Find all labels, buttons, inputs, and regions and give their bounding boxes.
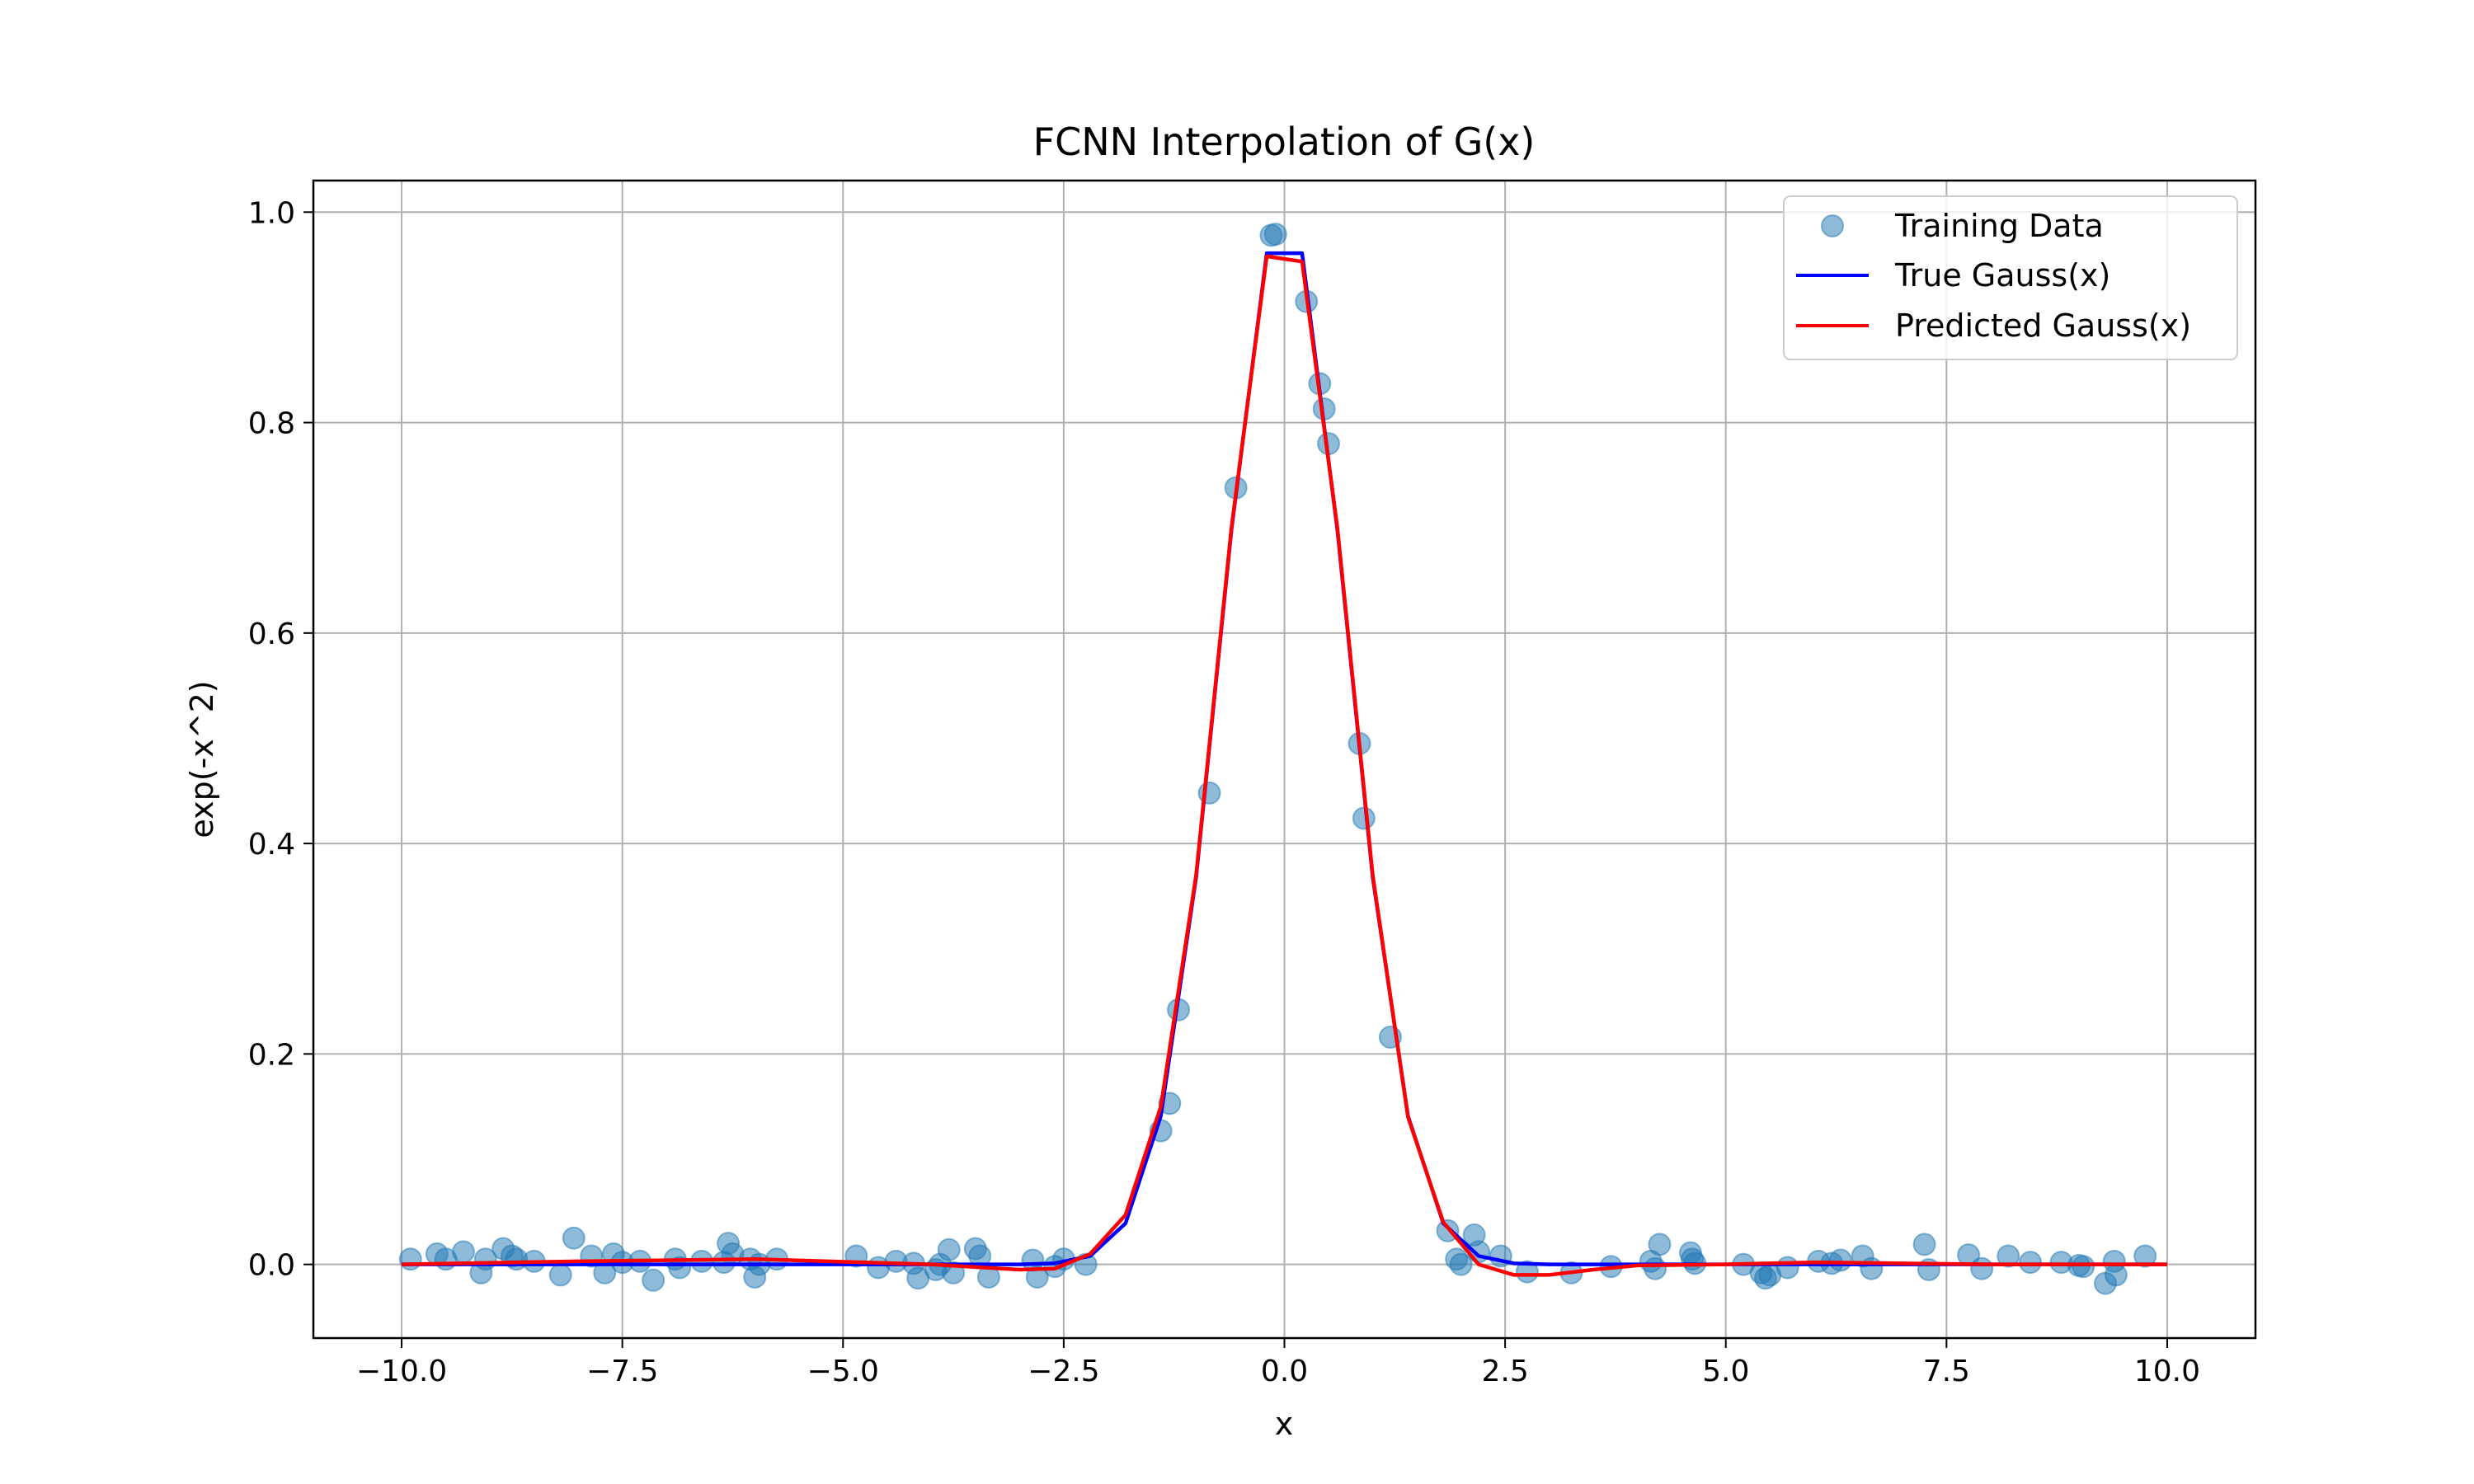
x-tick-label: −10.0 xyxy=(356,1355,447,1388)
predicted-gauss-line xyxy=(402,254,2167,1277)
plot-series xyxy=(398,223,2167,1295)
x-tick-label: 2.5 xyxy=(1481,1355,1528,1388)
y-tick-label: 0.4 xyxy=(248,828,295,862)
training-data-point xyxy=(1644,1256,1667,1280)
y-axis-label: exp(-x^2) xyxy=(184,680,220,838)
training-data-point xyxy=(2072,1255,2095,1279)
training-data-point xyxy=(1912,1233,1936,1256)
training-data-point xyxy=(1025,1265,1049,1289)
x-tick-label: 5.0 xyxy=(1702,1355,1749,1388)
x-tick-label: −5.0 xyxy=(807,1355,879,1388)
training-data-point xyxy=(1776,1256,1799,1280)
training-data-point xyxy=(1970,1256,1994,1280)
training-data-point xyxy=(642,1268,666,1292)
y-tick-label: 1.0 xyxy=(248,196,295,230)
training-data-point xyxy=(1648,1233,1672,1256)
x-tick-label: 7.5 xyxy=(1923,1355,1970,1388)
training-data-point xyxy=(1997,1244,2020,1268)
training-data-point xyxy=(1515,1260,1539,1284)
training-data-point xyxy=(937,1237,961,1261)
legend-label-training-data: Training Data xyxy=(1894,208,2104,244)
chart-title: FCNN Interpolation of G(x) xyxy=(1033,120,1536,164)
x-tick-label: −2.5 xyxy=(1028,1355,1099,1388)
y-tick-label: 0.0 xyxy=(248,1249,295,1283)
true-gauss-line xyxy=(402,251,2167,1266)
y-tick-label: 0.2 xyxy=(248,1038,295,1072)
training-data-point xyxy=(1352,806,1376,830)
training-data-point xyxy=(668,1256,692,1280)
x-tick-label: −7.5 xyxy=(586,1355,658,1388)
training-data-point xyxy=(398,1247,422,1271)
y-tick-label: 0.6 xyxy=(248,618,295,651)
training-data-point xyxy=(562,1226,586,1250)
training-data-point xyxy=(1263,223,1287,247)
x-tick-label: 0.0 xyxy=(1261,1355,1308,1388)
legend-box xyxy=(1783,195,2238,360)
training-data-point xyxy=(2104,1263,2128,1287)
training-data-point xyxy=(451,1240,475,1264)
legend-marker-training-data xyxy=(1821,214,1844,237)
axis-ticks: −10.0 −7.5 −5.0 −2.5 0.0 2.5 5.0 7.5 10.0 0.0 0.2 0… xyxy=(248,196,2200,1388)
training-data-point xyxy=(548,1263,572,1287)
y-tick-label: 0.8 xyxy=(248,407,295,441)
x-tick-label: 10.0 xyxy=(2134,1355,2200,1388)
legend: Training Data True Gauss(x) Predicted Ga… xyxy=(1783,195,2238,360)
x-axis-label: x xyxy=(1275,1406,1294,1442)
training-data-point xyxy=(2019,1251,2043,1275)
legend-label-predicted-gauss: Predicted Gauss(x) xyxy=(1895,308,2191,344)
training-data-point xyxy=(1449,1252,1473,1276)
training-data-point xyxy=(2133,1244,2157,1268)
training-data-point xyxy=(1828,1248,1852,1272)
legend-label-true-gauss: True Gauss(x) xyxy=(1894,257,2110,294)
